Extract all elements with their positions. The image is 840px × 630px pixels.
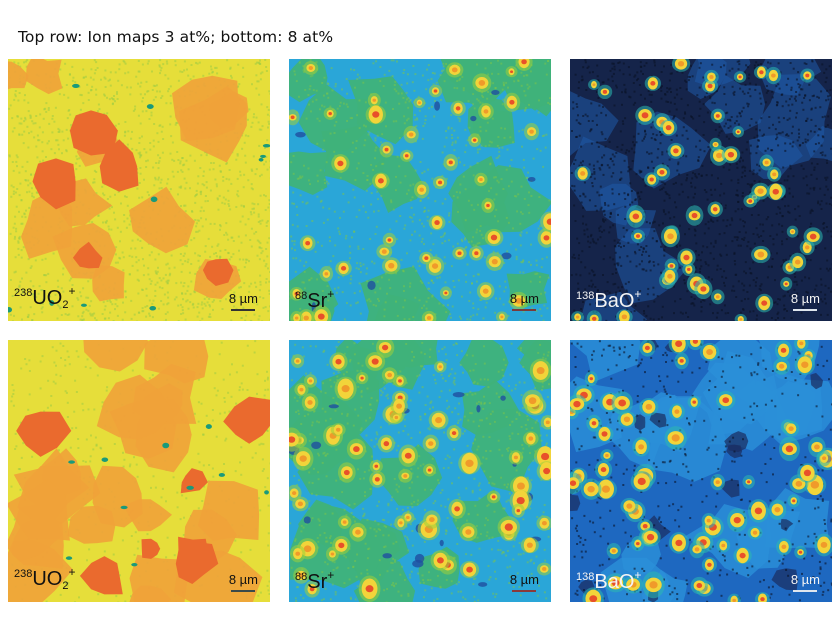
- scale-bar: 8 µm: [791, 573, 820, 592]
- ion-map-image: [8, 340, 270, 602]
- ion-map-sr-3at: 88Sr+ 8 µm: [289, 59, 551, 321]
- species-label: 138BaO+: [576, 287, 642, 312]
- ion-map-image: [8, 59, 270, 321]
- ion-map-uo2-3at: 238UO2+ 8 µm: [8, 59, 270, 321]
- ion-map-image: [570, 340, 832, 602]
- scale-bar: 8 µm: [229, 573, 258, 592]
- ion-map-sr-8at: 88Sr+ 8 µm: [289, 340, 551, 602]
- scale-bar: 8 µm: [229, 292, 258, 311]
- scale-bar: 8 µm: [791, 292, 820, 311]
- scale-bar: 8 µm: [510, 573, 539, 592]
- ion-map-image: [289, 59, 551, 321]
- ion-map-bao-8at: 138BaO+ 8 µm: [570, 340, 832, 602]
- species-label: 238UO2+: [14, 284, 76, 311]
- species-label: 88Sr+: [295, 287, 335, 312]
- figure-caption: Top row: Ion maps 3 at%; bottom: 8 at%: [18, 28, 334, 46]
- scale-bar: 8 µm: [510, 292, 539, 311]
- species-label: 238UO2+: [14, 565, 76, 592]
- ion-map-image: [570, 59, 832, 321]
- ion-map-image: [289, 340, 551, 602]
- species-label: 88Sr+: [295, 568, 335, 593]
- ion-map-uo2-8at: 238UO2+ 8 µm: [8, 340, 270, 602]
- ion-map-bao-3at: 138BaO+ 8 µm: [570, 59, 832, 321]
- species-label: 138BaO+: [576, 568, 642, 593]
